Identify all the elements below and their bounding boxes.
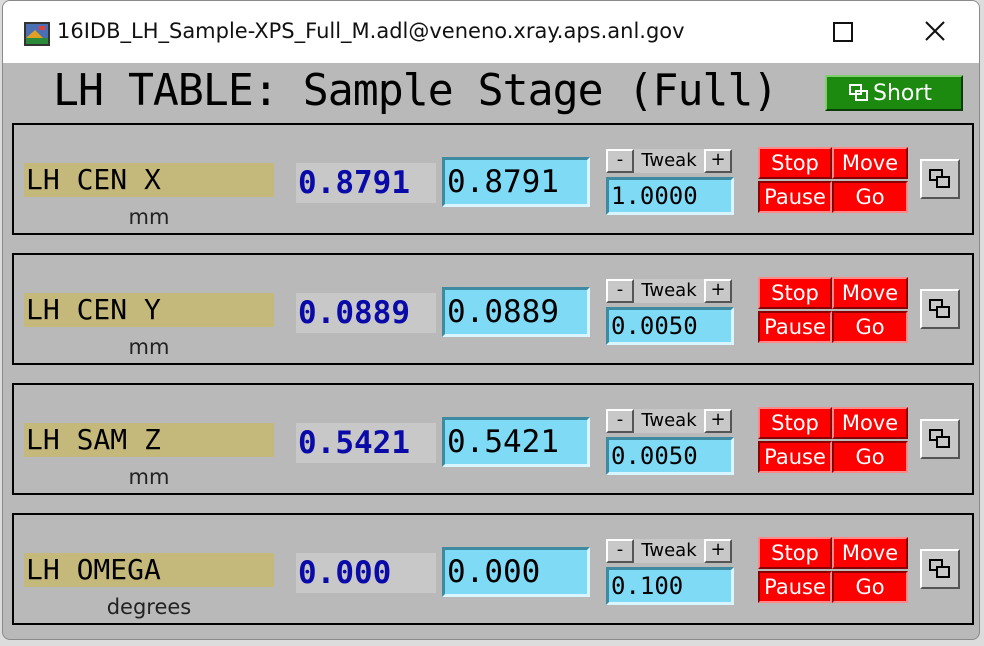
- related-display-icon: [929, 299, 950, 318]
- window-title: 16IDB_LH_Sample-XPS_Full_M.adl@veneno.xr…: [57, 19, 685, 43]
- setpoint-input[interactable]: 0.000: [442, 547, 590, 597]
- motor-units: degrees: [106, 595, 192, 619]
- go-button[interactable]: Go: [832, 571, 908, 603]
- tweak-value-input[interactable]: 0.0050: [606, 307, 734, 345]
- move-button[interactable]: Move: [832, 407, 908, 439]
- move-button[interactable]: Move: [832, 147, 908, 179]
- motor-row-omega: LH OMEGA degrees 0.000 0.000 - Tweak + 0…: [12, 513, 974, 625]
- pause-button[interactable]: Pause: [758, 311, 832, 343]
- related-display-button[interactable]: [920, 289, 960, 329]
- stop-button[interactable]: Stop: [758, 407, 832, 439]
- short-button-label: Short: [873, 80, 933, 106]
- related-display-icon: [929, 559, 950, 578]
- motor-label: LH OMEGA: [24, 553, 274, 587]
- related-display-icon: [849, 84, 868, 101]
- related-display-icon: [929, 429, 950, 448]
- close-icon[interactable]: [913, 15, 957, 49]
- tweak-label: Tweak: [634, 409, 704, 433]
- motor-row-cen-x: LH CEN X mm 0.8791 0.8791 - Tweak + 1.00…: [12, 123, 974, 235]
- tweak-minus-button[interactable]: -: [606, 409, 634, 433]
- tweak-value-input[interactable]: 1.0000: [606, 177, 734, 215]
- motor-label: LH CEN X: [24, 163, 274, 197]
- go-button[interactable]: Go: [832, 441, 908, 473]
- setpoint-input[interactable]: 0.5421: [442, 417, 590, 467]
- motor-units: mm: [128, 335, 170, 359]
- tweak-minus-button[interactable]: -: [606, 539, 634, 563]
- tweak-minus-button[interactable]: -: [606, 149, 634, 173]
- go-button[interactable]: Go: [832, 181, 908, 213]
- motor-readback: 0.5421: [296, 423, 436, 463]
- move-button[interactable]: Move: [832, 537, 908, 569]
- tweak-label: Tweak: [634, 539, 704, 563]
- motor-readback: 0.0889: [296, 293, 436, 333]
- motor-row-sam-z: LH SAM Z mm 0.5421 0.5421 - Tweak + 0.00…: [12, 383, 974, 495]
- title-bar[interactable]: 16IDB_LH_Sample-XPS_Full_M.adl@veneno.xr…: [3, 1, 979, 63]
- move-button[interactable]: Move: [832, 277, 908, 309]
- stop-button[interactable]: Stop: [758, 537, 832, 569]
- page-title: LH TABLE: Sample Stage (Full): [53, 65, 778, 116]
- motor-label: LH CEN Y: [24, 293, 274, 327]
- related-display-icon: [929, 169, 950, 188]
- tweak-plus-button[interactable]: +: [704, 409, 732, 433]
- tweak-value-input[interactable]: 0.0050: [606, 437, 734, 475]
- maximize-icon[interactable]: [821, 15, 865, 49]
- motor-readback: 0.8791: [296, 163, 436, 203]
- pause-button[interactable]: Pause: [758, 181, 832, 213]
- motor-row-cen-y: LH CEN Y mm 0.0889 0.0889 - Tweak + 0.00…: [12, 253, 974, 365]
- tweak-label: Tweak: [634, 279, 704, 303]
- setpoint-input[interactable]: 0.8791: [442, 157, 590, 207]
- tweak-plus-button[interactable]: +: [704, 279, 732, 303]
- short-display-button[interactable]: Short: [825, 75, 963, 111]
- medm-app-icon: [24, 22, 50, 46]
- related-display-button[interactable]: [920, 549, 960, 589]
- motor-units: mm: [128, 465, 170, 489]
- tweak-plus-button[interactable]: +: [704, 149, 732, 173]
- go-button[interactable]: Go: [832, 311, 908, 343]
- motor-units: mm: [128, 205, 170, 229]
- motor-label: LH SAM Z: [24, 423, 274, 457]
- tweak-plus-button[interactable]: +: [704, 539, 732, 563]
- motor-readback: 0.000: [296, 553, 436, 593]
- stop-button[interactable]: Stop: [758, 277, 832, 309]
- pause-button[interactable]: Pause: [758, 571, 832, 603]
- tweak-label: Tweak: [634, 149, 704, 173]
- related-display-button[interactable]: [920, 419, 960, 459]
- tweak-minus-button[interactable]: -: [606, 279, 634, 303]
- related-display-button[interactable]: [920, 159, 960, 199]
- setpoint-input[interactable]: 0.0889: [442, 287, 590, 337]
- stop-button[interactable]: Stop: [758, 147, 832, 179]
- tweak-value-input[interactable]: 0.100: [606, 567, 734, 605]
- pause-button[interactable]: Pause: [758, 441, 832, 473]
